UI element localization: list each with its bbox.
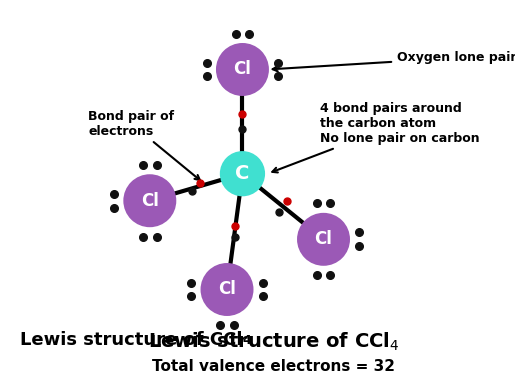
Text: 4: 4 — [243, 334, 251, 347]
Text: Total valence electrons = 32: Total valence electrons = 32 — [152, 359, 395, 374]
Text: Lewis structure of CCl: Lewis structure of CCl — [20, 331, 243, 349]
Circle shape — [125, 176, 175, 226]
Circle shape — [298, 214, 349, 264]
Text: C: C — [235, 164, 250, 183]
Text: 4 bond pairs around
the carbon atom
No lone pair on carbon: 4 bond pairs around the carbon atom No l… — [272, 102, 479, 173]
Text: Oxygen lone pair: Oxygen lone pair — [272, 51, 515, 71]
Circle shape — [217, 44, 268, 95]
Text: Cl: Cl — [141, 192, 159, 210]
Circle shape — [202, 264, 252, 315]
Circle shape — [221, 152, 264, 195]
Text: Cl: Cl — [233, 61, 251, 78]
Text: Cl: Cl — [218, 281, 236, 298]
Text: Bond pair of
electrons: Bond pair of electrons — [88, 110, 200, 180]
Text: Lewis structure of CCl$_4$: Lewis structure of CCl$_4$ — [148, 330, 399, 353]
Text: Cl: Cl — [315, 230, 333, 248]
